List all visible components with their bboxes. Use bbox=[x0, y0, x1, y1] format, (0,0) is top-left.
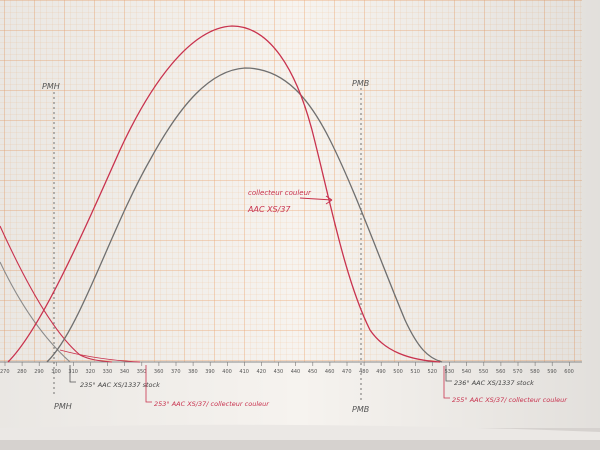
x-tick-label: 450 bbox=[308, 369, 318, 375]
x-tick-label: 500 bbox=[393, 369, 403, 375]
x-tick-label: 380 bbox=[188, 369, 198, 375]
x-tick-label: 530 bbox=[445, 369, 455, 375]
x-tick-label: 470 bbox=[342, 369, 352, 375]
x-tick-label: 600 bbox=[564, 369, 574, 375]
red-open-arrow bbox=[145, 365, 152, 403]
x-tick-label: 370 bbox=[171, 369, 181, 375]
red-close-note: 255° AAC XS/37/ collecteur couleur bbox=[452, 396, 568, 404]
x-tick-label: 280 bbox=[17, 369, 27, 375]
stock-close-note: 236° AAC XS/1337 stock bbox=[454, 379, 534, 387]
annotation-line2: AAC XS/37 bbox=[247, 205, 291, 214]
x-tick-label: 310 bbox=[68, 369, 78, 375]
red-close-arrow bbox=[443, 366, 450, 399]
annotation-line1: collecteur couleur bbox=[248, 189, 312, 197]
x-tick-label: 300 bbox=[51, 369, 61, 375]
x-tick-label: 390 bbox=[205, 369, 215, 375]
x-tick-label: 360 bbox=[154, 369, 164, 375]
stock-open-arrow bbox=[69, 365, 76, 383]
x-tick-label: 480 bbox=[359, 369, 369, 375]
stock-pencil-curve bbox=[46, 67, 443, 363]
pmb-bottom-label: PMB bbox=[352, 405, 369, 414]
red-open-note: 253° AAC XS/37/ collecteur couleur bbox=[154, 400, 270, 408]
pmb-top-label: PMB bbox=[352, 79, 369, 88]
red-tail-curve bbox=[59, 349, 141, 363]
x-tick-label: 270 bbox=[0, 369, 10, 375]
stock-open-note: 235° AAC XS/1337 stock bbox=[80, 381, 160, 389]
x-tick-label: 430 bbox=[274, 369, 284, 375]
previous-red-curve bbox=[0, 225, 113, 363]
x-tick-label: 490 bbox=[376, 369, 386, 375]
x-tick-label: 580 bbox=[530, 369, 540, 375]
x-tick-label: 570 bbox=[513, 369, 523, 375]
x-tick-label: 410 bbox=[239, 369, 249, 375]
x-axis-ticks: 270 280 290 300 310 320 330 340 350 360 370 380 390 4… bbox=[0, 362, 574, 375]
x-tick-label: 340 bbox=[120, 369, 130, 375]
x-tick-label: 400 bbox=[222, 369, 232, 375]
previous-pencil-curve bbox=[0, 261, 71, 363]
pmh-top-label: PMH bbox=[42, 82, 60, 91]
x-tick-label: 550 bbox=[479, 369, 489, 375]
red-lift-curve bbox=[7, 25, 441, 363]
x-tick-label: 440 bbox=[291, 369, 301, 375]
x-tick-label: 290 bbox=[34, 369, 44, 375]
x-tick-label: 560 bbox=[496, 369, 506, 375]
x-tick-label: 460 bbox=[325, 369, 335, 375]
pmh-bottom-label: PMH bbox=[54, 402, 72, 411]
annotation-arrow bbox=[299, 197, 333, 201]
x-tick-label: 350 bbox=[137, 369, 147, 375]
x-tick-label: 540 bbox=[462, 369, 472, 375]
x-tick-label: 330 bbox=[103, 369, 113, 375]
x-tick-label: 520 bbox=[428, 369, 438, 375]
x-tick-label: 510 bbox=[410, 369, 420, 375]
x-tick-label: 590 bbox=[547, 369, 557, 375]
x-tick-label: 320 bbox=[86, 369, 96, 375]
x-tick-label: 420 bbox=[257, 369, 267, 375]
stock-close-arrow bbox=[445, 365, 452, 382]
